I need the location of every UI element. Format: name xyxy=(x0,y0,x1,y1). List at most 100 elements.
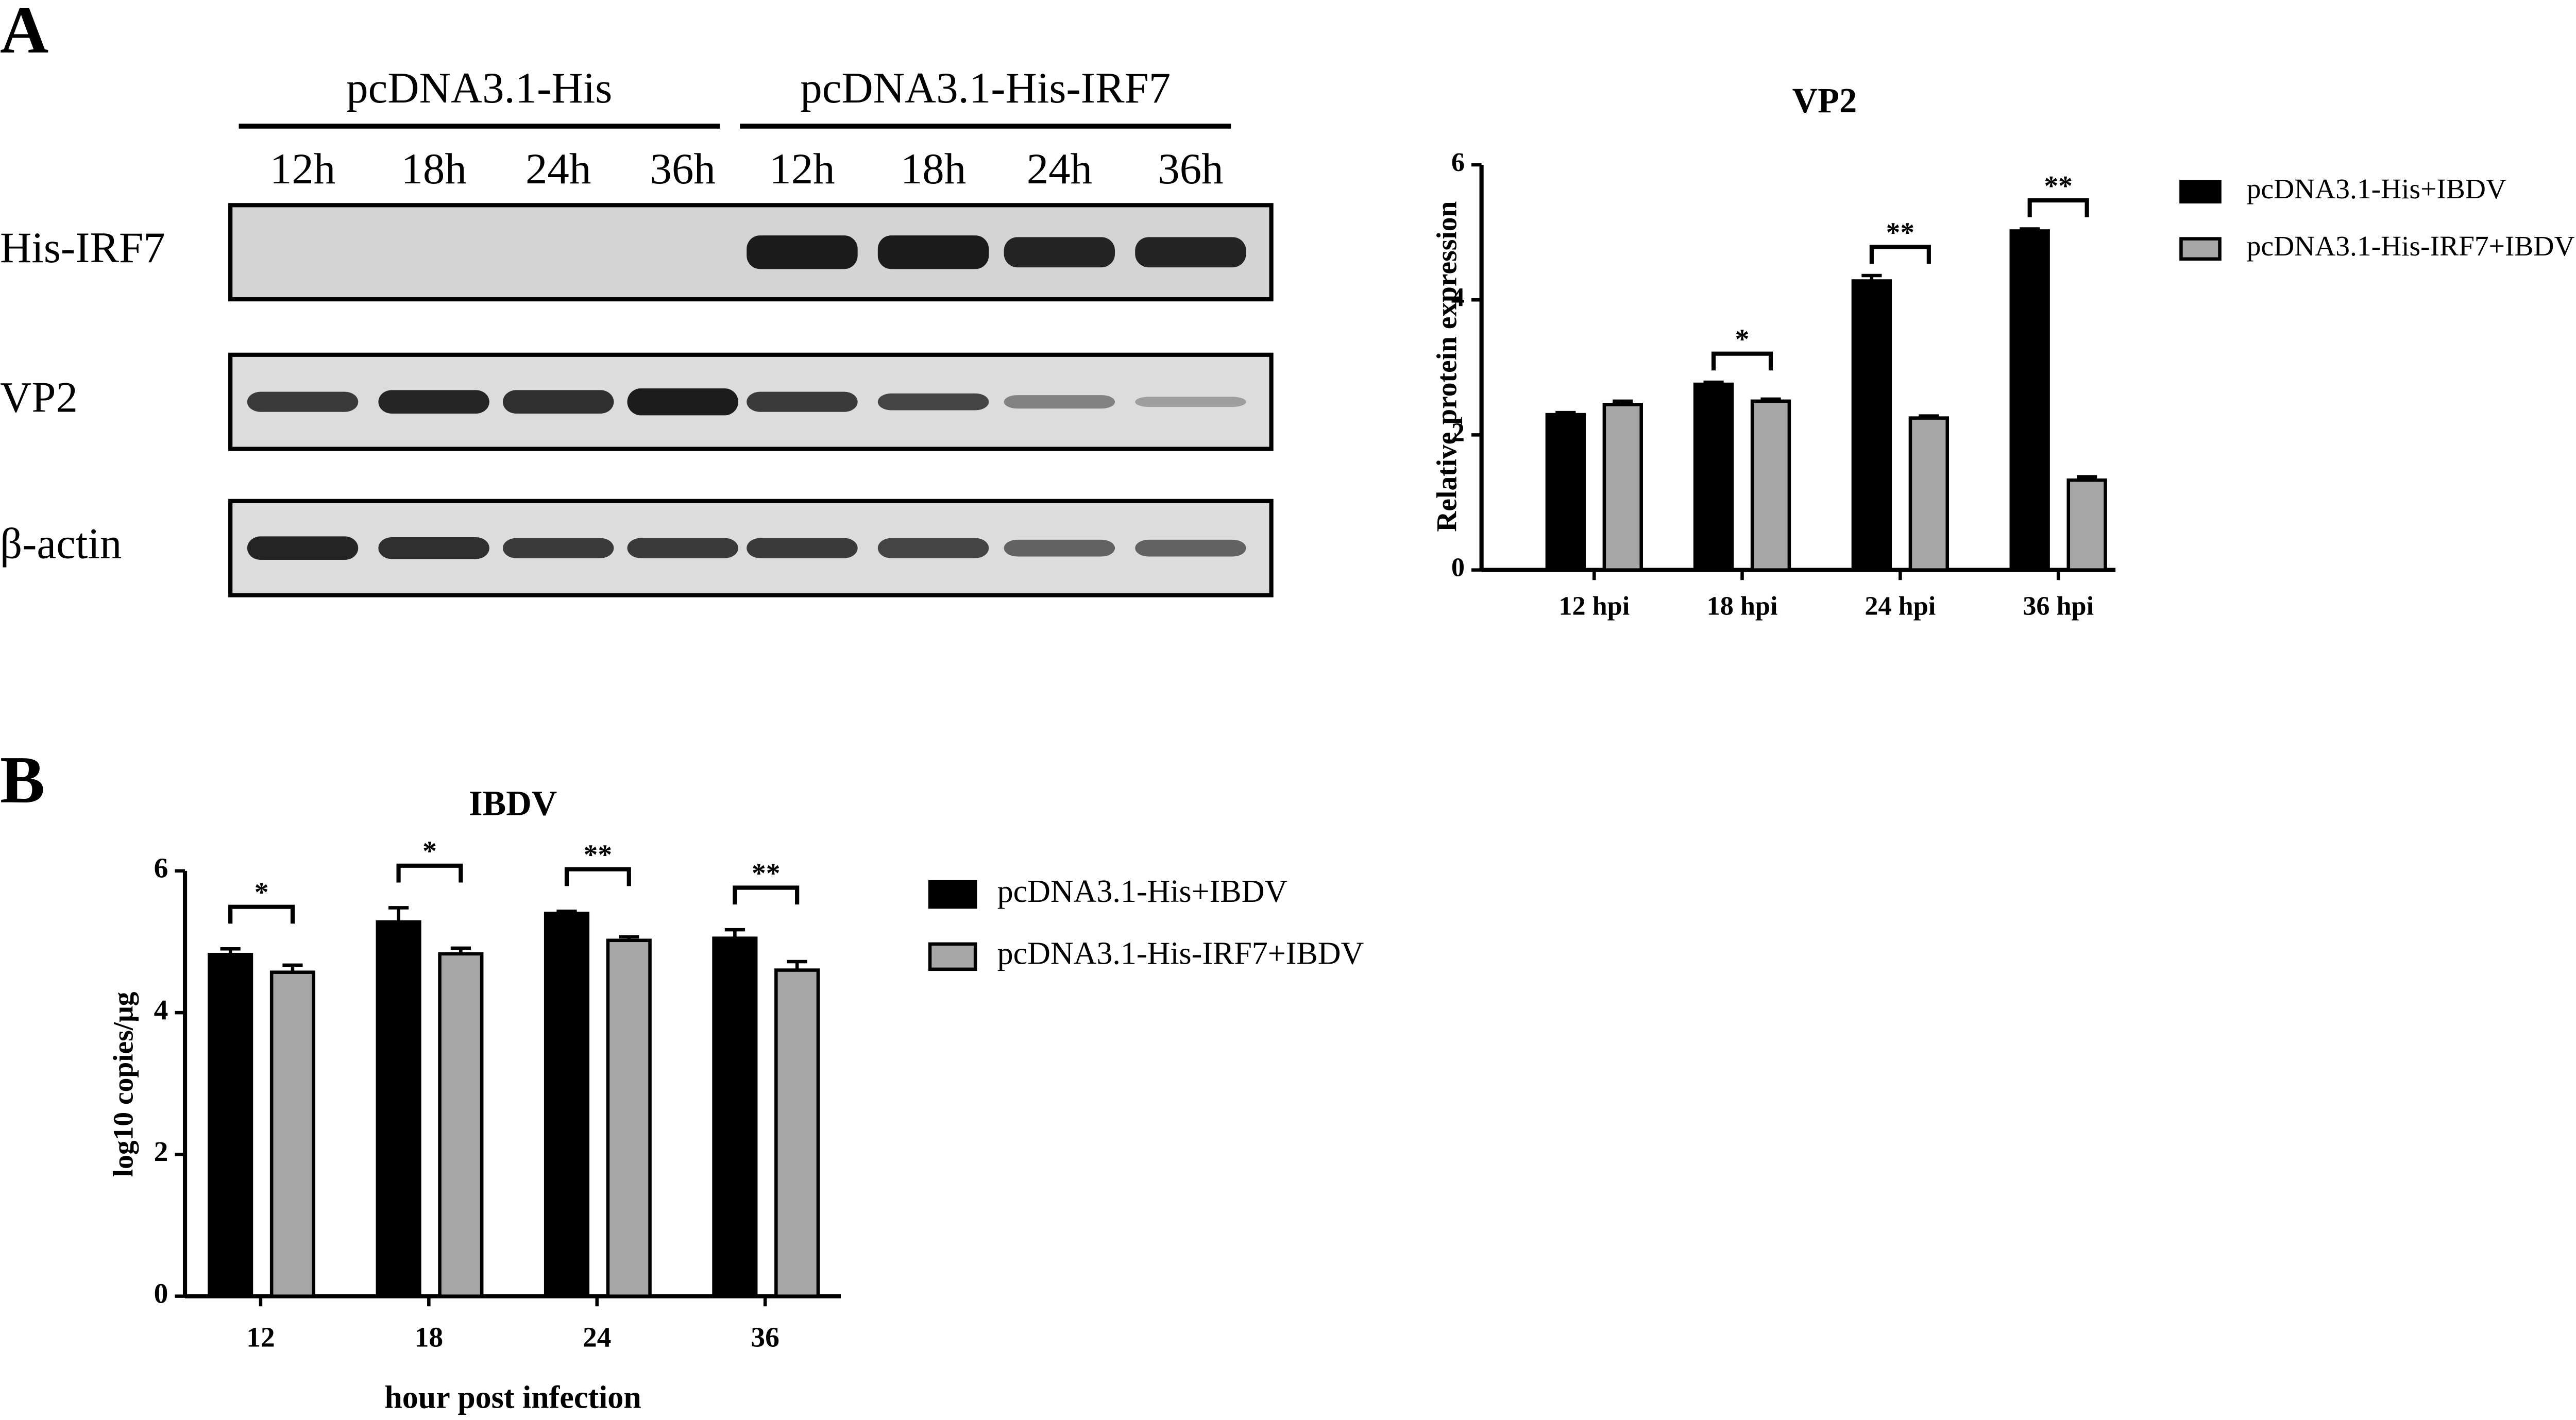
legend-label: pcDNA3.1-His-IRF7+IBDV xyxy=(997,936,1364,971)
significance-label: ** xyxy=(1886,217,1914,248)
lane-label: 36h xyxy=(1158,145,1223,193)
group-label: pcDNA3.1-His-IRF7 xyxy=(800,64,1171,112)
significance-label: * xyxy=(255,877,269,909)
error-bar xyxy=(1919,414,1939,418)
bar xyxy=(1545,413,1586,572)
legend-label: pcDNA3.1-His+IBDV xyxy=(997,874,1288,909)
band xyxy=(247,391,359,412)
band xyxy=(747,235,858,269)
band xyxy=(877,393,989,410)
x-tick-label: 12 xyxy=(246,1322,275,1353)
error-bar xyxy=(2020,227,2040,231)
bar xyxy=(1851,279,1892,572)
significance-bracket xyxy=(228,904,295,924)
x-axis-label: hour post infection xyxy=(384,1380,641,1415)
bar xyxy=(2066,478,2107,572)
lane-label: 36h xyxy=(650,145,716,193)
error-bar xyxy=(787,960,807,970)
bar xyxy=(2009,229,2050,572)
row-label: β-actin xyxy=(0,520,122,568)
band xyxy=(1004,237,1115,268)
chart-title: IBDV xyxy=(469,784,557,823)
significance-bracket xyxy=(1711,351,1773,371)
significance-label: ** xyxy=(584,840,612,871)
row-label: His-IRF7 xyxy=(0,224,165,272)
group-label: pcDNA3.1-His xyxy=(346,64,612,112)
x-tick-label: 18 hpi xyxy=(1707,591,1778,621)
band xyxy=(627,388,738,416)
significance-label: ** xyxy=(2044,170,2072,202)
significance-label: * xyxy=(1735,324,1750,355)
significance-bracket xyxy=(2027,198,2089,217)
band xyxy=(1004,539,1115,557)
bar xyxy=(208,953,253,1298)
lane-label: 18h xyxy=(401,145,466,193)
legend-label: pcDNA3.1-His-IRF7+IBDV xyxy=(2247,231,2575,262)
band xyxy=(502,538,614,558)
error-bar xyxy=(619,935,639,940)
bar xyxy=(544,912,590,1298)
x-tick-label: 18 xyxy=(415,1322,443,1353)
panel-label: B xyxy=(0,743,45,817)
band xyxy=(378,537,489,559)
error-bar xyxy=(1703,380,1724,385)
band xyxy=(1135,397,1246,407)
lane-label: 12h xyxy=(769,145,835,193)
y-tick-label: 6 xyxy=(1451,147,1465,177)
error-bar xyxy=(556,910,577,914)
significance-label: ** xyxy=(752,858,780,889)
error-bar xyxy=(1555,410,1576,415)
x-tick-label: 24 hpi xyxy=(1865,591,1936,621)
band xyxy=(1004,395,1115,409)
lane-label: 18h xyxy=(901,145,966,193)
x-tick-label: 12 hpi xyxy=(1558,591,1630,621)
bar xyxy=(712,936,758,1298)
y-tick-label: 4 xyxy=(1451,282,1465,312)
legend-swatch xyxy=(928,880,977,909)
y-tick-label: 0 xyxy=(154,1278,168,1309)
x-tick-label: 36 hpi xyxy=(2023,591,2094,621)
error-bar xyxy=(388,906,409,922)
significance-bracket xyxy=(1869,245,1931,264)
legend-swatch xyxy=(2179,237,2222,261)
bar xyxy=(606,938,652,1298)
row-label: VP2 xyxy=(0,373,78,422)
y-tick-label: 6 xyxy=(154,853,168,884)
y-tick-label: 0 xyxy=(1451,553,1465,583)
bar xyxy=(1908,416,1950,572)
legend-swatch xyxy=(2179,180,2222,204)
bar xyxy=(1693,382,1734,572)
error-bar xyxy=(1760,397,1781,401)
lane-label: 24h xyxy=(526,145,591,193)
bar xyxy=(438,952,484,1298)
y-axis-label: Relative protein expression xyxy=(1431,201,1463,532)
bar xyxy=(1750,399,1791,572)
error-bar xyxy=(450,946,471,954)
error-bar xyxy=(1613,399,1633,405)
legend-label: pcDNA3.1-His+IBDV xyxy=(2247,174,2506,205)
band xyxy=(247,536,359,560)
y-tick-label: 2 xyxy=(154,1136,168,1168)
bar xyxy=(1602,403,1643,572)
significance-label: * xyxy=(422,836,437,867)
error-bar xyxy=(724,928,745,938)
lane-label: 12h xyxy=(270,145,335,193)
significance-bracket xyxy=(733,885,800,905)
band xyxy=(877,235,989,269)
bar xyxy=(774,968,820,1298)
error-bar xyxy=(1861,273,1882,281)
x-tick-label: 36 xyxy=(751,1322,779,1353)
band xyxy=(627,538,738,558)
y-tick-label: 4 xyxy=(154,995,168,1026)
lane-label: 24h xyxy=(1027,145,1092,193)
y-tick-label: 2 xyxy=(1451,417,1465,447)
panel-label: A xyxy=(0,0,48,67)
legend-swatch xyxy=(928,942,977,971)
band xyxy=(378,390,489,414)
band xyxy=(877,538,989,558)
y-axis-label: log10 copies/μg xyxy=(108,991,140,1177)
chart-title: VP2 xyxy=(1792,81,1857,120)
band xyxy=(1135,237,1246,268)
